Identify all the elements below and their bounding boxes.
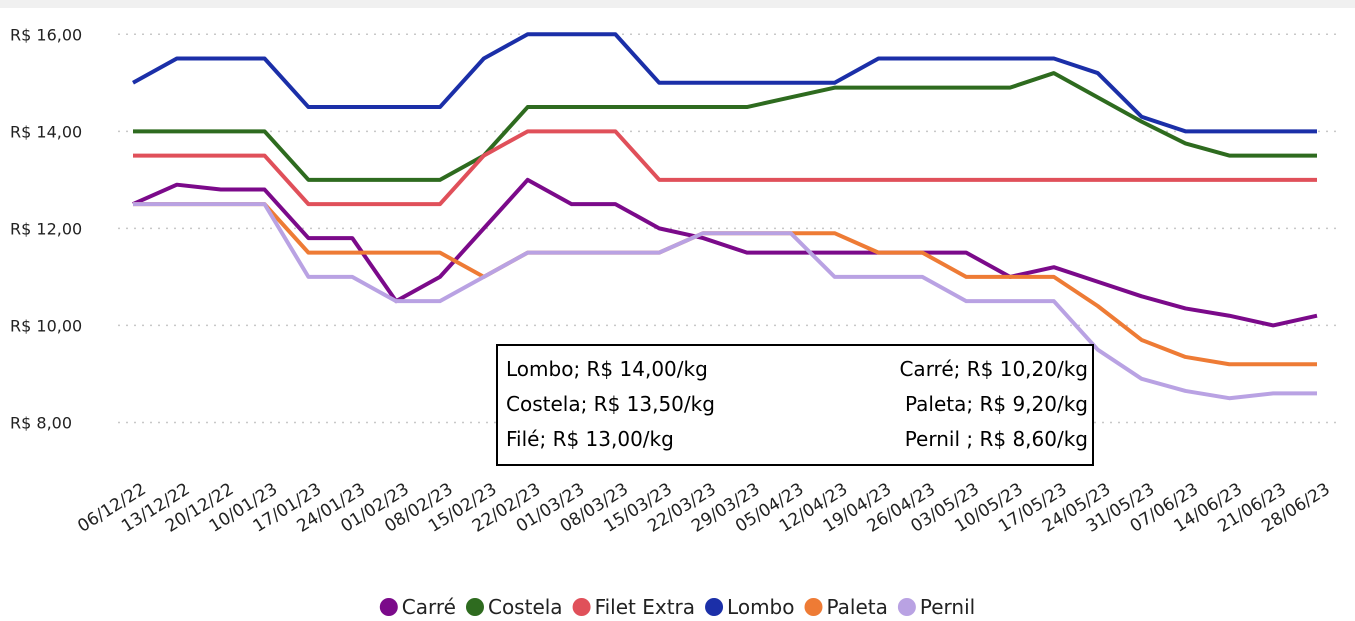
- series-line: [132, 177, 1318, 328]
- legend-marker: [572, 598, 591, 616]
- series-line: [133, 202, 1317, 401]
- y-tick-label: R$ 12,00: [10, 219, 82, 238]
- legend-marker: [705, 598, 724, 616]
- y-tick-label: R$ 8,00: [10, 413, 72, 432]
- annotation-box: [496, 344, 1094, 466]
- y-tick-label: R$ 10,00: [10, 316, 82, 335]
- annotation: Paleta; R$ 9,20/kg: [905, 392, 1088, 416]
- legend-label: Paleta: [827, 595, 888, 619]
- series-line: [132, 32, 1317, 134]
- legend-marker: [804, 598, 823, 616]
- annotation: Carré; R$ 10,20/kg: [899, 357, 1088, 381]
- y-tick-label: R$ 14,00: [10, 122, 82, 141]
- legend-marker: [379, 598, 398, 616]
- annotation: Filé; R$ 13,00/kg: [506, 427, 674, 451]
- series-line: [133, 71, 1317, 182]
- legend-label: Pernil: [920, 595, 975, 619]
- annotation: Lombo; R$ 14,00/kg: [506, 357, 708, 381]
- annotation: Costela; R$ 13,50/kg: [506, 392, 715, 416]
- series-line: [133, 129, 1317, 207]
- y-tick-label: R$ 16,00: [10, 25, 82, 44]
- legend-label: Costela: [488, 595, 563, 619]
- legend-label: Carré: [402, 595, 456, 619]
- legend-label: Lombo: [727, 595, 794, 619]
- legend-marker: [465, 598, 484, 616]
- annotation: Pernil ; R$ 8,60/kg: [905, 427, 1088, 451]
- top-strip: [0, 0, 1355, 8]
- legend-marker: [897, 598, 916, 616]
- legend-label: Filet Extra: [595, 595, 695, 619]
